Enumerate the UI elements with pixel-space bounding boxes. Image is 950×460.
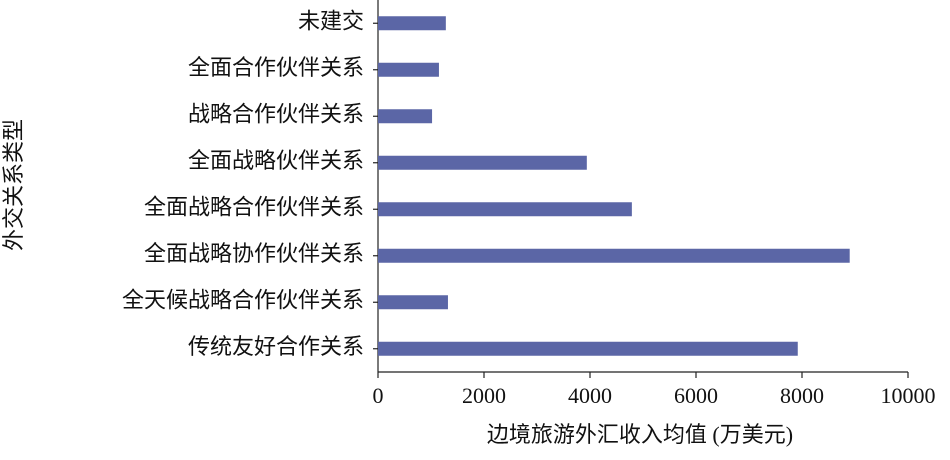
y-tick-label: 传统友好合作关系: [188, 334, 364, 359]
bar: [378, 155, 587, 170]
x-tick-label: 2000: [462, 383, 506, 408]
bar: [378, 248, 850, 263]
x-tick-label: 0: [373, 383, 384, 408]
y-tick-label: 全面战略协作伙伴关系: [144, 241, 364, 266]
y-axis-label: 外交关系类型: [1, 119, 26, 251]
y-tick-label: 全天候战略合作伙伴关系: [122, 287, 364, 312]
x-axis-label: 边境旅游外汇收入均值 (万美元): [487, 422, 793, 447]
x-tick-label: 4000: [568, 383, 612, 408]
bar: [378, 341, 798, 356]
bar: [378, 16, 446, 31]
bar: [378, 62, 439, 77]
bar: [378, 295, 448, 310]
y-tick-label: 战略合作伙伴关系: [188, 101, 364, 126]
y-tick-label: 未建交: [298, 8, 364, 33]
y-tick-label: 全面战略合作伙伴关系: [144, 194, 364, 219]
x-tick-label: 10000: [881, 383, 936, 408]
y-tick-label: 全面合作伙伴关系: [188, 55, 364, 80]
bar: [378, 109, 433, 124]
x-tick-label: 6000: [674, 383, 718, 408]
x-tick-label: 8000: [780, 383, 824, 408]
bar: [378, 202, 632, 217]
y-tick-label: 全面战略伙伴关系: [188, 148, 364, 173]
